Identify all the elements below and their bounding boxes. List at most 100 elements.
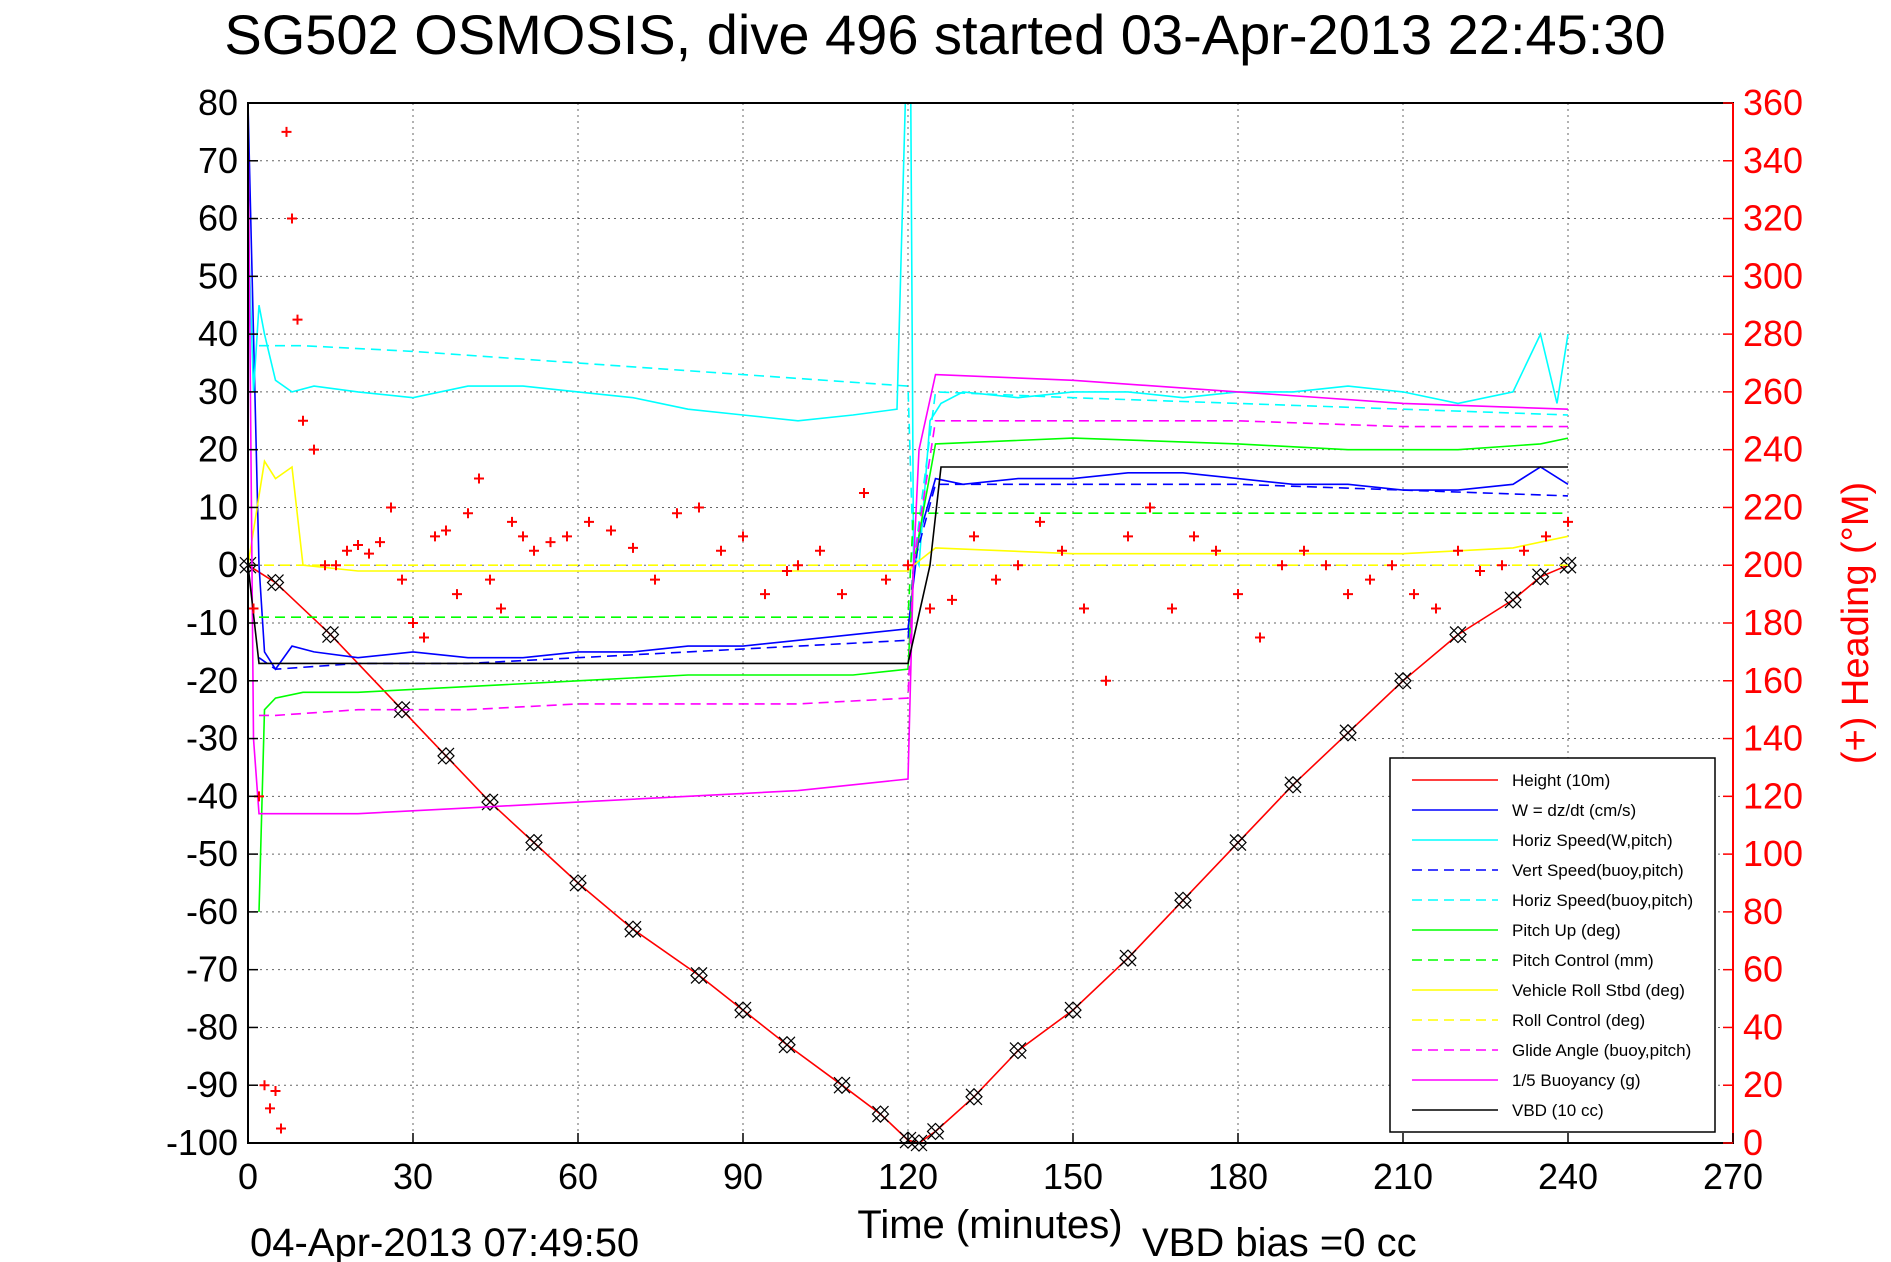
heading-marker: [298, 415, 308, 426]
y-tick-label: -80: [186, 1006, 238, 1047]
x-tick-label: 30: [393, 1156, 433, 1197]
x-tick-label: 180: [1208, 1156, 1268, 1197]
y-tick-label: -20: [186, 660, 238, 701]
heading-marker: [1189, 531, 1199, 542]
heading-marker: [331, 560, 341, 571]
heading-marker: [320, 560, 330, 571]
heading-marker: [584, 516, 594, 527]
y2-tick-label: 120: [1743, 775, 1803, 816]
y2-tick-label: 40: [1743, 1006, 1783, 1047]
heading-marker: [1321, 560, 1331, 571]
y-tick-label: -60: [186, 891, 238, 932]
heading-marker: [463, 508, 473, 519]
heading-marker: [1079, 603, 1089, 614]
heading-marker: [529, 545, 539, 556]
heading-marker: [1277, 560, 1287, 571]
height-point-marker: [1064, 1001, 1082, 1019]
y-tick-label: -90: [186, 1064, 238, 1105]
heading-marker: [1563, 516, 1573, 527]
y-tick-label: 0: [218, 544, 238, 585]
heading-marker: [287, 213, 297, 224]
heading-marker: [628, 542, 638, 553]
heading-marker: [292, 314, 303, 325]
y-tick-label: -10: [186, 602, 238, 643]
height-point-marker: [266, 573, 285, 592]
y-tick-label: -70: [186, 949, 238, 990]
footer-date: 04-Apr-2013 07:49:50: [250, 1221, 639, 1262]
y2-tick-label: 360: [1743, 82, 1803, 123]
heading-marker: [496, 603, 506, 614]
heading-marker: [859, 488, 869, 498]
series-vehicle-roll-stbd-deg: [247, 458, 1569, 572]
height-point-marker: [1394, 671, 1412, 690]
heading-marker: [991, 574, 1001, 585]
heading-marker: [1409, 589, 1419, 600]
heading-marker: [815, 545, 825, 556]
heading-marker: [259, 1080, 270, 1091]
legend-label: Vehicle Roll Stbd (deg): [1512, 981, 1685, 1000]
heading-marker: [1101, 675, 1111, 686]
heading-marker: [606, 525, 616, 536]
y2-axis-label: (+) Heading (°M): [1835, 482, 1877, 764]
y2-tick-label: 300: [1743, 255, 1803, 296]
y2-axis-ticks: 3603403203002802602402202001801601401201…: [1723, 82, 1803, 1163]
height-point-marker: [926, 1122, 945, 1141]
heading-marker: [925, 603, 935, 614]
y2-tick-label: 80: [1743, 891, 1783, 932]
heading-marker: [738, 531, 748, 542]
heading-marker: [430, 531, 440, 542]
height-point-marker: [1559, 556, 1577, 575]
series-pitch-control-mm: [259, 512, 1568, 619]
heading-marker: [364, 548, 374, 559]
y-tick-label: 30: [198, 371, 238, 412]
heading-marker: [1431, 603, 1441, 614]
heading-marker: [1167, 603, 1177, 614]
x-tick-label: 210: [1373, 1156, 1433, 1197]
heading-marker: [1211, 545, 1221, 556]
y2-tick-label: 20: [1743, 1064, 1783, 1105]
x-tick-label: 270: [1703, 1156, 1763, 1197]
heading-marker: [760, 589, 770, 600]
height-point-marker: [525, 833, 543, 852]
heading-marker: [1387, 560, 1397, 571]
heading-marker: [353, 540, 363, 550]
heading-marker: [441, 525, 451, 536]
heading-marker: [1453, 545, 1463, 556]
height-point-marker: [1229, 833, 1247, 852]
y-tick-label: -30: [186, 718, 238, 759]
height-point-marker: [1504, 591, 1522, 609]
heading-marker: [265, 1103, 275, 1114]
heading-marker: [276, 1123, 286, 1134]
heading-marker: [397, 574, 407, 585]
heading-marker: [782, 566, 792, 576]
heading-marker: [281, 126, 292, 137]
heading-marker: [1013, 560, 1023, 571]
y-tick-label: 70: [198, 140, 238, 181]
y2-tick-label: 320: [1743, 198, 1803, 239]
heading-marker: [1343, 589, 1353, 600]
y2-tick-label: 340: [1743, 140, 1803, 181]
heading-marker: [947, 594, 957, 605]
heading-marker: [1299, 545, 1309, 556]
y2-tick-label: 200: [1743, 544, 1803, 585]
series-pitch-up-deg: [258, 437, 1569, 912]
height-point-marker: [965, 1087, 983, 1106]
heading-marker: [342, 545, 352, 556]
legend-label: Height (10m): [1512, 771, 1610, 790]
height-point-marker: [1284, 775, 1302, 794]
heading-marker: [1541, 531, 1551, 542]
heading-marker: [485, 574, 495, 585]
heading-marker: [1365, 574, 1375, 585]
heading-marker: [386, 502, 396, 513]
height-point-marker: [690, 966, 708, 985]
y-tick-label: 40: [198, 313, 238, 354]
heading-marker: [1475, 566, 1485, 576]
x-tick-label: 120: [878, 1156, 938, 1197]
y-tick-label: -100: [166, 1122, 238, 1163]
x-tick-label: 90: [723, 1156, 763, 1197]
height-point-marker: [437, 747, 455, 765]
heading-marker: [793, 560, 803, 571]
legend-label: Roll Control (deg): [1512, 1011, 1645, 1030]
legend-label: Pitch Control (mm): [1512, 951, 1654, 970]
